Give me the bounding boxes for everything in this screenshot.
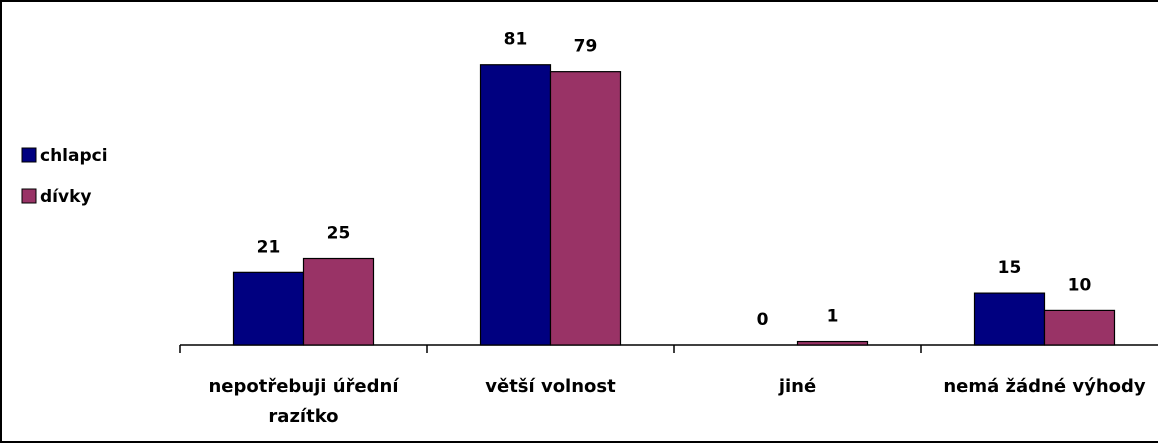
x-tick-label: větší volnost: [485, 376, 616, 397]
x-tick-label: jiné: [778, 376, 817, 397]
legend-label: chlapci: [40, 146, 108, 166]
value-label: 79: [574, 37, 598, 57]
legend-label: dívky: [40, 187, 91, 207]
x-tick-label: nemá žádné výhody: [943, 376, 1146, 397]
bar: [302, 257, 375, 346]
bar: [1043, 309, 1116, 346]
bar: [973, 292, 1046, 346]
legend-swatch: [21, 147, 37, 163]
value-label: 21: [257, 237, 281, 257]
value-label: 0: [757, 310, 769, 330]
value-label: 15: [998, 258, 1022, 278]
value-label: 1: [827, 307, 839, 327]
x-tick-label: nepotřebuji úřední razítko: [208, 376, 399, 427]
bar: [232, 271, 305, 346]
bar: [796, 340, 869, 346]
value-label: 81: [504, 30, 528, 50]
legend-swatch: [21, 188, 37, 204]
value-label: 25: [327, 224, 351, 244]
bar: [479, 64, 552, 346]
bar: [549, 71, 622, 346]
value-label: 10: [1068, 275, 1092, 295]
